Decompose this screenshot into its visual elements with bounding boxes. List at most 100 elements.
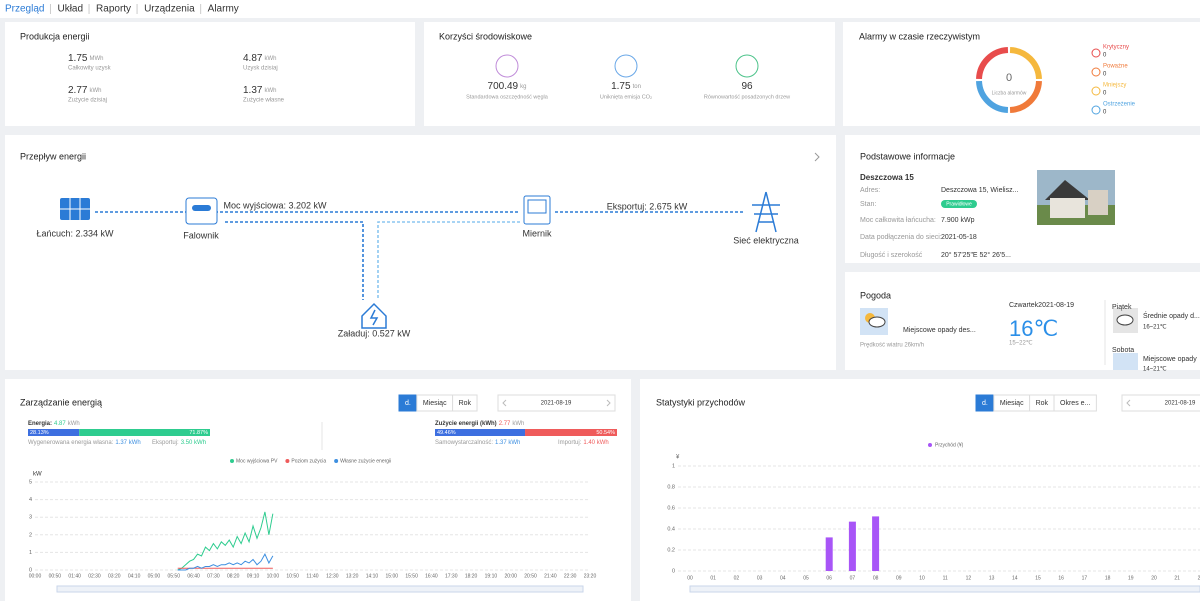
text-part: Wygenerowana energia własna: — [28, 440, 114, 446]
weather-icon — [1113, 308, 1138, 333]
text-line: Zużycie energii (kWh) 2.77 kWh — [435, 421, 524, 427]
legend-label: Moc wyjściowa PV — [236, 458, 278, 464]
picker-arrow — [1126, 399, 1131, 407]
text-part: kWh — [264, 88, 276, 94]
card — [640, 379, 1200, 601]
forecast-day: Sobota — [1112, 347, 1134, 354]
text-part: 1.75 — [611, 81, 631, 92]
house-icon — [361, 302, 387, 329]
card — [5, 379, 631, 601]
flow-lines — [95, 211, 745, 300]
card-title: Przepływ energii — [20, 151, 86, 161]
flow-label: Moc wyjściowa: 3.202 kW — [223, 200, 327, 210]
nav-tab[interactable]: Alarmy — [208, 4, 239, 15]
x-tick-label: 21 — [1174, 575, 1180, 581]
info-value: 7.900 kWp — [941, 217, 975, 224]
text-part: 4.87 — [243, 53, 263, 64]
info-label: Adres: — [860, 187, 880, 194]
period-tab[interactable]: d. — [405, 400, 411, 407]
y-tick-label: 0 — [29, 567, 32, 573]
split-bar — [525, 429, 617, 436]
text-part: 1.40 kWh — [583, 440, 608, 446]
period-tab[interactable]: Rok — [1036, 400, 1049, 407]
card — [5, 135, 836, 370]
forecast-day: Piątek — [1112, 304, 1132, 311]
text-part: Zużycie energii (kWh) — [435, 421, 497, 427]
flow-label: Eksportuj: 2.675 kW — [607, 201, 688, 211]
nav-tab[interactable]: Przegląd — [5, 4, 44, 15]
ring-segment — [1009, 80, 1042, 113]
site-photo — [1037, 170, 1115, 225]
y-tick-label: 1 — [672, 463, 675, 469]
period-tab[interactable]: Miesiąc — [423, 400, 447, 407]
item-label: Uzysk dzisiaj — [243, 66, 278, 72]
text-part: Samowystarczalność: — [435, 440, 493, 446]
period-tab[interactable]: Rok — [459, 400, 472, 407]
text-line: Energia: 4.87 kWh — [28, 421, 80, 427]
alarm-count: 0 — [1103, 72, 1107, 78]
text-part: kWh — [264, 56, 276, 62]
legend-label: Poziom zużycia — [291, 458, 326, 464]
y-tick-label: 0 — [672, 568, 675, 574]
x-tick-label: 11 — [943, 575, 948, 581]
nav-tab[interactable]: Układ — [57, 4, 83, 15]
zoom-slider[interactable] — [56, 585, 584, 593]
split-bar — [79, 429, 211, 436]
x-tick-label: 15:00 — [386, 573, 399, 579]
flow-label: Załaduj: 0.527 kW — [338, 328, 411, 338]
x-tick-label: 17 — [1082, 575, 1088, 581]
x-tick-label: 22 — [1198, 575, 1200, 581]
text-part: Eksportuj: — [152, 440, 179, 446]
nav-tab[interactable]: Raporty — [96, 4, 131, 15]
zoom-slider[interactable] — [689, 585, 1200, 593]
y-tick-label: 1 — [29, 550, 32, 556]
status-badge — [941, 200, 977, 208]
period-tab[interactable]: d. — [982, 400, 988, 407]
y-axis-label: kW — [33, 472, 42, 478]
weather-wind: Prędkość wiatru 26km/h — [860, 343, 924, 349]
card — [845, 272, 1200, 370]
period-tab[interactable]: Miesiąc — [1000, 400, 1024, 407]
text-line: 1.75 MWh — [68, 53, 103, 64]
x-tick-label: 03 — [757, 575, 763, 581]
legend-dot — [230, 459, 234, 463]
info-value: 2021-05-18 — [941, 234, 977, 241]
text-line: 4.87 kWh — [243, 53, 276, 64]
meter-icon — [523, 195, 551, 225]
weather-desc: Miejscowe opady des... — [903, 327, 976, 334]
date-picker[interactable] — [497, 394, 616, 412]
split-bar — [435, 429, 526, 436]
site-name: Deszczowa 15 — [860, 173, 914, 182]
split-label: 28.13% — [30, 430, 49, 436]
chevron — [814, 152, 820, 162]
alarm-icon — [1091, 105, 1101, 115]
x-tick-label: 19:10 — [485, 573, 498, 579]
text-line: Samowystarczalność: 1.37 kWh — [435, 440, 520, 446]
date-picker[interactable] — [1121, 394, 1200, 412]
x-tick-label: 10 — [919, 575, 925, 581]
alarm-icon — [1091, 48, 1101, 58]
period-tab[interactable]: Okres e... — [1060, 400, 1090, 407]
card-title: Podstawowe informacje — [860, 151, 955, 161]
card-title: Pogoda — [860, 290, 891, 300]
x-tick-label: 18:20 — [465, 573, 478, 579]
tower-icon — [752, 191, 780, 233]
card-title: Zarządzanie energią — [20, 397, 102, 407]
weather-date: Czwartek2021-08-19 — [1009, 302, 1074, 309]
x-tick-label: 20:50 — [524, 573, 537, 579]
item-label: Zużycie własne — [243, 98, 285, 104]
weather-icon — [860, 308, 888, 335]
legend-dot — [928, 443, 932, 447]
tab-button[interactable] — [452, 394, 478, 412]
nav-tab[interactable]: Urządzenia — [144, 4, 195, 15]
text-line: 700.49 kg — [488, 81, 527, 92]
x-tick-label: 14:10 — [366, 573, 379, 579]
solar-icon — [60, 198, 90, 220]
nav-bar — [0, 0, 1200, 18]
x-tick-label: 07:30 — [207, 573, 220, 579]
tab-button[interactable] — [1053, 394, 1097, 412]
x-tick-label: 05:00 — [148, 573, 161, 579]
x-tick-label: 00:00 — [29, 573, 42, 579]
x-tick-label: 00 — [687, 575, 693, 581]
info-value: Deszczowa 15, Wielisz... — [941, 187, 1018, 194]
